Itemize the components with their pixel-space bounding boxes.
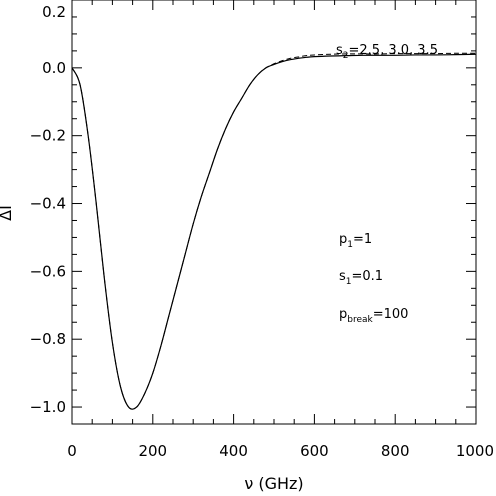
x-tick-label: 600: [300, 442, 329, 460]
x-tick-label: 0: [67, 442, 77, 460]
x-tick-label: 400: [219, 442, 248, 460]
x-tick-label: 200: [138, 442, 167, 460]
x-axis-label: ν (GHz): [244, 474, 303, 493]
x-tick-label: 800: [381, 442, 410, 460]
tick-labels: 0 200 400 600 800 1000 0.2 0.0 −0.2 −0.4 −0.6 −0.8 −…: [30, 3, 494, 460]
y-tick-label: −0.8: [30, 330, 66, 348]
y-tick-label: −0.2: [30, 127, 66, 145]
x-tick-label: 1000: [456, 442, 494, 460]
series-line-solid: [71, 53, 477, 410]
annotation-s1: s1=0.1: [339, 269, 383, 287]
plot-frame: [71, 0, 477, 425]
y-tick-label: 0.0: [42, 59, 66, 77]
y-tick-label: −1.0: [30, 398, 66, 416]
y-tick-label: −0.6: [30, 262, 66, 280]
series-line-dashed: [71, 52, 477, 410]
annotation-p1: p1=1: [339, 232, 372, 250]
y-axis-label: ΔI: [0, 205, 15, 221]
y-tick-label: −0.4: [30, 195, 66, 213]
y-tick-label: 0.2: [42, 3, 66, 21]
annotation-s2: s2=2.5, 3.0, 3.5: [336, 43, 438, 61]
plot-area: [71, 52, 477, 410]
axis-ticks: [71, 0, 477, 425]
annotation-pbreak: pbreak=100: [339, 307, 408, 325]
